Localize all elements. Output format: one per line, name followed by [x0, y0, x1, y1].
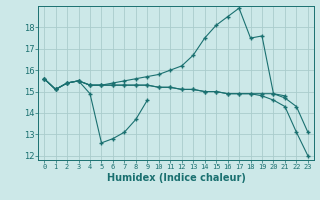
X-axis label: Humidex (Indice chaleur): Humidex (Indice chaleur): [107, 173, 245, 183]
